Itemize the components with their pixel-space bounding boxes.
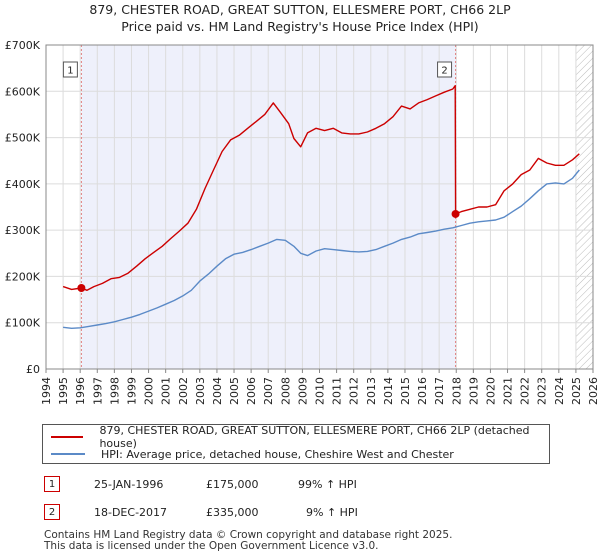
- x-tick-label: 2022: [519, 377, 532, 405]
- x-tick-label: 2021: [502, 377, 515, 405]
- footer: Contains HM Land Registry data © Crown c…: [44, 530, 452, 552]
- x-tick-label: 1998: [108, 377, 121, 405]
- sale-price: £335,000: [206, 505, 259, 519]
- legend-swatch-hpi: [51, 453, 85, 455]
- sale-point: [77, 284, 86, 292]
- legend-entry-hpi: HPI: Average price, detached house, Ches…: [51, 446, 454, 462]
- y-tick-label: £700K: [5, 39, 41, 52]
- x-tick-label: 2024: [553, 377, 566, 405]
- legend: 879, CHESTER ROAD, GREAT SUTTON, ELLESME…: [42, 424, 550, 464]
- x-tick-label: 2020: [484, 377, 497, 405]
- legend-swatch-property: [51, 436, 84, 438]
- x-tick-label: 2007: [262, 377, 275, 405]
- x-tick-label: 2001: [160, 377, 173, 405]
- sale-hpi-change: 9% ↑ HPI: [306, 505, 358, 519]
- x-tick-label: 1995: [57, 377, 70, 405]
- x-tick-label: 2006: [245, 377, 258, 405]
- x-tick-label: 2004: [211, 377, 224, 405]
- y-tick-label: £200K: [5, 270, 41, 283]
- x-tick-label: 2005: [228, 377, 241, 405]
- sale-number-badge: 1: [44, 476, 60, 492]
- x-tick-label: 2002: [177, 377, 190, 405]
- x-tick-label: 2010: [314, 377, 327, 405]
- x-tick-label: 2011: [331, 377, 344, 405]
- x-tick-label: 2019: [467, 377, 480, 405]
- y-tick-label: £500K: [5, 132, 41, 145]
- footer-copyright: Contains HM Land Registry data © Crown c…: [44, 529, 453, 541]
- legend-entry-property: 879, CHESTER ROAD, GREAT SUTTON, ELLESME…: [51, 424, 549, 450]
- annotation-label: 1: [67, 66, 73, 77]
- x-tick-label: 2014: [382, 377, 395, 405]
- x-tick-label: 2013: [365, 377, 378, 405]
- x-tick-label: 1996: [74, 377, 87, 405]
- x-tick-label: 2000: [143, 377, 156, 405]
- annotation-label: 2: [441, 66, 447, 77]
- forecast-hatch-region: [575, 45, 593, 369]
- sale-row-1: 1 25-JAN-1996 £175,000 99% ↑ HPI: [44, 474, 357, 494]
- x-tick-label: 1997: [91, 377, 104, 405]
- sale-price: £175,000: [206, 477, 259, 491]
- sale-date: 18-DEC-2017: [94, 505, 168, 519]
- y-tick-label: £400K: [5, 178, 41, 191]
- x-tick-label: 2015: [399, 377, 412, 405]
- x-tick-label: 2016: [416, 377, 429, 405]
- sale-row-2: 2 18-DEC-2017 £335,000 9% ↑ HPI: [44, 502, 358, 522]
- x-tick-label: 1994: [40, 377, 53, 405]
- y-tick-label: £600K: [5, 85, 41, 98]
- x-tick-label: 2009: [296, 377, 309, 405]
- sale-hpi-change: 99% ↑ HPI: [298, 477, 357, 491]
- annotation-box: [62, 61, 78, 78]
- x-tick-label: 2023: [536, 377, 549, 405]
- property-price-line: [62, 85, 580, 291]
- x-tick-label: 2017: [433, 377, 446, 405]
- chart-title: 879, CHESTER ROAD, GREAT SUTTON, ELLESME…: [89, 2, 511, 17]
- x-tick-label: 2003: [194, 377, 207, 405]
- annotation-box: [437, 61, 453, 78]
- legend-label-property: 879, CHESTER ROAD, GREAT SUTTON, ELLESME…: [99, 424, 530, 450]
- x-tick-label: 2025: [570, 377, 583, 405]
- x-tick-label: 2012: [348, 377, 361, 405]
- price-chart: 1 2 £0 £100K £200K £300K £400K £500K £600K £700K…: [5, 39, 600, 405]
- sale-date: 25-JAN-1996: [94, 477, 164, 491]
- x-tick-label: 2008: [279, 377, 292, 405]
- x-tick-label: 1999: [125, 377, 138, 405]
- chart-subtitle: Price paid vs. HM Land Registry's House …: [121, 19, 479, 34]
- legend-label-hpi: HPI: Average price, detached house, Ches…: [101, 447, 454, 461]
- y-tick-label: £0: [26, 363, 40, 376]
- y-tick-label: £100K: [5, 317, 41, 330]
- x-tick-label: 2018: [450, 377, 463, 405]
- footer-licence: This data is licensed under the Open Gov…: [44, 540, 379, 552]
- hpi-line: [63, 169, 580, 329]
- y-tick-label: £300K: [5, 224, 41, 237]
- sale-number-badge: 2: [44, 504, 60, 520]
- sale-point: [451, 209, 460, 218]
- x-tick-label: 2026: [587, 377, 600, 405]
